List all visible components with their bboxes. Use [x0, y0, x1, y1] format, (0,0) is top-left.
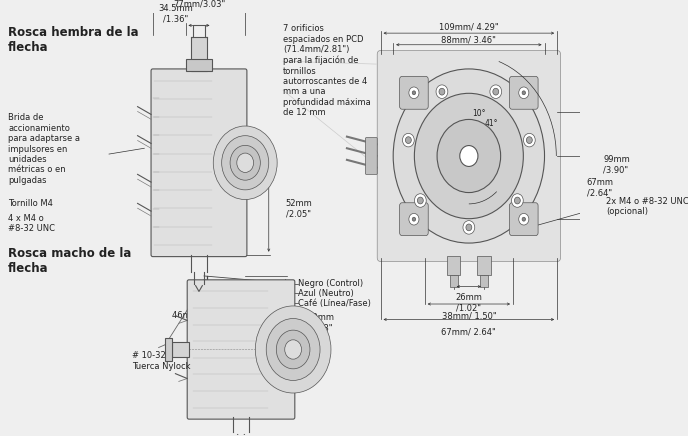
- Circle shape: [237, 153, 254, 173]
- Circle shape: [437, 119, 501, 193]
- Text: 52mm
/2.05": 52mm /2.05": [286, 199, 312, 218]
- Circle shape: [409, 213, 419, 225]
- Text: 67mm/ 2.64": 67mm/ 2.64": [442, 327, 496, 336]
- Circle shape: [409, 87, 419, 99]
- Circle shape: [405, 137, 411, 143]
- Text: 7 orificios
espaciados en PCD
(71.4mm/2.81")
para la fijación de
tornillos
autor: 7 orificios espaciados en PCD (71.4mm/2.…: [283, 24, 371, 117]
- Bar: [447, 255, 460, 275]
- Circle shape: [213, 126, 277, 200]
- Circle shape: [230, 145, 260, 180]
- Circle shape: [515, 197, 520, 204]
- Bar: [186, 59, 213, 71]
- Circle shape: [222, 136, 269, 190]
- Circle shape: [522, 217, 526, 221]
- Text: Tornillo M4: Tornillo M4: [8, 198, 53, 208]
- Circle shape: [277, 330, 310, 369]
- Text: 2x M4 o #8-32 UNC
(opcional): 2x M4 o #8-32 UNC (opcional): [606, 197, 688, 217]
- Circle shape: [418, 197, 423, 204]
- Text: 26mm
/1.02": 26mm /1.02": [455, 293, 482, 313]
- Circle shape: [490, 85, 502, 99]
- Text: # 10-32 UNF
Tuerca Nylock: # 10-32 UNF Tuerca Nylock: [131, 351, 190, 371]
- Circle shape: [393, 69, 544, 243]
- Circle shape: [414, 93, 524, 219]
- Circle shape: [439, 88, 445, 95]
- Circle shape: [436, 85, 448, 99]
- Text: Negro (Control): Negro (Control): [298, 279, 363, 288]
- FancyBboxPatch shape: [187, 280, 295, 419]
- FancyBboxPatch shape: [510, 203, 538, 235]
- Bar: [477, 255, 491, 275]
- Text: ECR+: ECR+: [458, 151, 480, 160]
- Circle shape: [493, 88, 499, 95]
- Text: 38mm/ 1.50": 38mm/ 1.50": [442, 312, 496, 321]
- Text: 77mm/3.03": 77mm/3.03": [173, 0, 225, 9]
- Circle shape: [412, 217, 416, 221]
- Bar: [191, 37, 206, 71]
- Text: 67mm
/2.64": 67mm /2.64": [587, 177, 614, 197]
- Circle shape: [255, 306, 331, 393]
- Circle shape: [463, 221, 475, 234]
- Circle shape: [524, 133, 535, 147]
- Circle shape: [266, 319, 320, 381]
- Bar: [172, 342, 189, 357]
- Circle shape: [519, 213, 529, 225]
- Circle shape: [511, 194, 524, 207]
- Text: 500mm
/19.68": 500mm /19.68": [303, 313, 334, 332]
- Text: Rosca hembra de la
flecha: Rosca hembra de la flecha: [8, 26, 139, 54]
- Circle shape: [526, 137, 533, 143]
- Text: 109mm/ 4.29": 109mm/ 4.29": [439, 23, 499, 32]
- Circle shape: [412, 91, 416, 95]
- Circle shape: [285, 340, 301, 359]
- Text: 46mm/ 1.81": 46mm/ 1.81": [172, 311, 226, 320]
- Bar: [480, 275, 488, 286]
- FancyBboxPatch shape: [400, 203, 428, 235]
- Text: Brida de
accionamiento
para adaptarse a
impulsores en
unidades
métricas o en
pul: Brida de accionamiento para adaptarse a …: [8, 113, 80, 185]
- Circle shape: [522, 91, 526, 95]
- Text: 99mm
/3.90": 99mm /3.90": [603, 155, 630, 174]
- Circle shape: [519, 87, 529, 99]
- Text: 10°: 10°: [473, 109, 486, 118]
- Bar: [165, 338, 172, 361]
- FancyBboxPatch shape: [365, 138, 377, 174]
- Text: Rosca macho de la
flecha: Rosca macho de la flecha: [8, 247, 131, 275]
- Circle shape: [402, 133, 414, 147]
- Text: 4 x M4 o
#8-32 UNC: 4 x M4 o #8-32 UNC: [8, 214, 55, 233]
- Text: 88mm/ 3.46": 88mm/ 3.46": [442, 35, 496, 44]
- Text: 34.5mm
/1.36": 34.5mm /1.36": [158, 4, 193, 24]
- Bar: [449, 275, 458, 286]
- FancyBboxPatch shape: [377, 51, 561, 262]
- Text: Café (Línea/Fase): Café (Línea/Fase): [298, 299, 371, 307]
- Circle shape: [414, 194, 427, 207]
- Text: Azul (Neutro): Azul (Neutro): [298, 289, 354, 298]
- Circle shape: [466, 224, 472, 231]
- FancyBboxPatch shape: [151, 69, 247, 257]
- Text: 41°: 41°: [485, 119, 499, 128]
- FancyBboxPatch shape: [510, 76, 538, 109]
- FancyBboxPatch shape: [400, 76, 428, 109]
- Circle shape: [460, 146, 478, 167]
